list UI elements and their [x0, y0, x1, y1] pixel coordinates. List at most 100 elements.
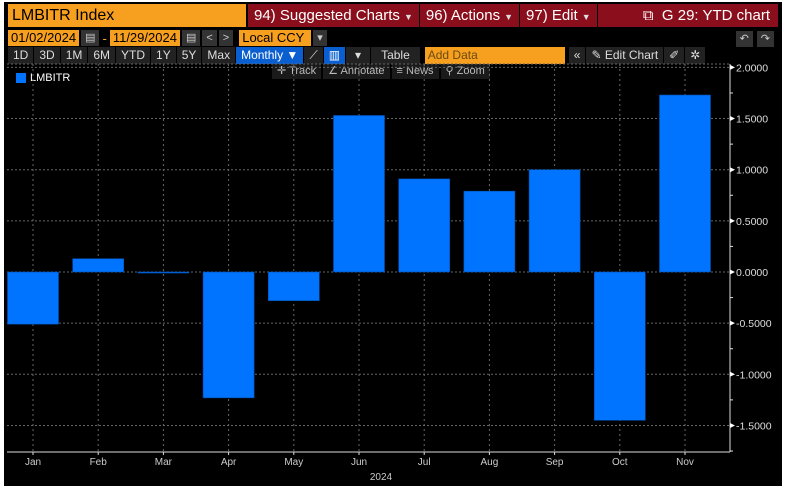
- y-tick-marker: [730, 218, 735, 224]
- calendar-icon[interactable]: ▤: [181, 30, 201, 46]
- add-data-input[interactable]: Add Data: [424, 47, 565, 64]
- menu-number: 96): [425, 7, 448, 24]
- x-tick-label: Sep: [546, 457, 564, 468]
- date-separator: -: [102, 30, 107, 46]
- start-date-input[interactable]: 01/02/2024: [8, 30, 80, 46]
- bar-jun[interactable]: [333, 115, 385, 273]
- bar-jul[interactable]: [398, 178, 451, 273]
- chevron-down-icon[interactable]: ▾: [313, 30, 327, 46]
- annotate-edit-icon[interactable]: ✐: [664, 47, 685, 64]
- bar-apr[interactable]: [202, 271, 255, 399]
- table-button[interactable]: Table: [371, 47, 420, 64]
- y-tick-marker: [730, 167, 735, 173]
- x-tick-label: Aug: [481, 457, 499, 468]
- legend-swatch: [16, 73, 26, 83]
- collapse-icon[interactable]: «: [568, 47, 586, 64]
- range-max[interactable]: Max: [202, 47, 236, 64]
- x-tick-label: Jun: [351, 457, 367, 468]
- range-6m[interactable]: 6M: [88, 47, 116, 64]
- bar-mar[interactable]: [137, 271, 190, 274]
- dropdown-icon: ▼: [403, 12, 413, 22]
- bar-jan[interactable]: [7, 271, 59, 325]
- range-1d[interactable]: 1D: [8, 47, 34, 64]
- range-1y[interactable]: 1Y: [151, 47, 176, 64]
- chart-type-dropdown[interactable]: ▾: [346, 47, 371, 64]
- menu-label: Suggested Charts: [279, 7, 400, 24]
- menu-actions[interactable]: 96) Actions ▼: [420, 4, 521, 27]
- popout-icon[interactable]: ⧉: [642, 7, 654, 24]
- next-period-button[interactable]: >: [218, 30, 234, 46]
- chart-name[interactable]: ⧉ G 29: YTD chart: [643, 7, 778, 24]
- menu-number: 97): [526, 7, 548, 24]
- y-tick-label: 1.0000: [736, 165, 768, 177]
- security-title[interactable]: LMBITR Index: [8, 4, 246, 27]
- menu-edit[interactable]: 97) Edit ▼: [520, 4, 598, 27]
- legend[interactable]: LMBITR: [16, 72, 70, 84]
- bar-oct[interactable]: [593, 271, 646, 421]
- gear-icon[interactable]: ✲: [685, 47, 706, 64]
- x-tick-label: Nov: [676, 457, 694, 468]
- y-tick-label: 1.5000: [736, 114, 768, 126]
- bar-chart: 2.0000 1.5000 1.0000 0.5000 0.0000 -0.5000 -1.…: [7, 62, 772, 483]
- y-tick-marker: [730, 64, 735, 70]
- y-tick-label: 0.0000: [736, 267, 768, 279]
- currency-select[interactable]: Local CCY: [239, 30, 312, 46]
- bar-sep[interactable]: [528, 169, 581, 273]
- x-axis-label: 2024: [370, 472, 393, 483]
- range-1m[interactable]: 1M: [60, 47, 88, 64]
- track-label: Track: [289, 65, 317, 77]
- range-5y[interactable]: 5Y: [176, 47, 202, 64]
- line-chart-icon[interactable]: ⟋: [304, 47, 323, 64]
- zoom-label: Zoom: [456, 65, 485, 77]
- y-tick-marker: [730, 371, 735, 377]
- magnifier-icon: ⚲: [445, 65, 454, 77]
- bar-nov[interactable]: [659, 94, 711, 273]
- end-date-input[interactable]: 11/29/2024: [109, 30, 180, 46]
- y-tick-marker: [730, 422, 735, 428]
- crosshair-icon: ✛: [277, 65, 287, 77]
- line-icon: ∠: [328, 65, 339, 77]
- dropdown-icon: ▼: [504, 12, 514, 22]
- x-tick-label: Mar: [155, 457, 173, 468]
- y-tick-label: -1.0000: [736, 369, 772, 381]
- menu-label: Actions: [450, 7, 501, 24]
- y-tick-marker: [730, 320, 735, 326]
- calendar-icon[interactable]: ▤: [81, 30, 100, 46]
- x-tick-label: Feb: [90, 457, 108, 468]
- x-tick-label: May: [284, 457, 303, 468]
- y-tick-marker: [730, 116, 735, 122]
- x-tick-label: Oct: [612, 457, 628, 468]
- menu-label: Edit: [551, 7, 578, 24]
- bar-aug[interactable]: [463, 190, 516, 273]
- y-tick-label: -0.5000: [736, 318, 772, 330]
- bloomberg-chart-window: LMBITR Index 94) Suggested Charts ▼ 96) A…: [4, 2, 782, 486]
- bar-chart-icon[interactable]: ▥: [323, 47, 346, 64]
- x-tick-label: Apr: [221, 457, 237, 468]
- dropdown-icon: ▼: [581, 12, 591, 22]
- menu-number: 94): [254, 7, 276, 24]
- x-tick-label: Jul: [418, 457, 431, 468]
- undo-icon[interactable]: ↶: [735, 31, 753, 47]
- bar-feb[interactable]: [72, 258, 124, 273]
- redo-icon[interactable]: ↷: [756, 31, 774, 47]
- menu-bar: 94) Suggested Charts ▼ 96) Actions ▼ 97) E…: [248, 4, 778, 27]
- news-label: News: [406, 65, 434, 77]
- y-tick-label: 0.5000: [736, 216, 768, 228]
- y-tick-marker: [730, 269, 735, 275]
- menu-suggested-charts[interactable]: 94) Suggested Charts ▼: [248, 4, 420, 27]
- chart-name-label: G 29: YTD chart: [661, 7, 770, 24]
- range-3d[interactable]: 3D: [34, 47, 60, 64]
- news-icon: ≡: [396, 65, 403, 77]
- annotate-label: Annotate: [340, 65, 385, 77]
- bar-may[interactable]: [267, 271, 320, 301]
- pencil-icon: ✎: [591, 48, 602, 62]
- y-tick-label: 2.0000: [736, 62, 768, 74]
- frequency-select[interactable]: Monthly ▼: [236, 47, 304, 64]
- range-ytd[interactable]: YTD: [116, 47, 151, 64]
- edit-chart-button[interactable]: ✎ Edit Chart: [586, 47, 664, 64]
- y-tick-label: -1.5000: [736, 420, 772, 432]
- x-tick-label: Jan: [25, 457, 41, 468]
- edit-chart-label: Edit Chart: [604, 48, 659, 62]
- legend-label: LMBITR: [30, 72, 71, 84]
- prev-period-button[interactable]: <: [202, 30, 217, 46]
